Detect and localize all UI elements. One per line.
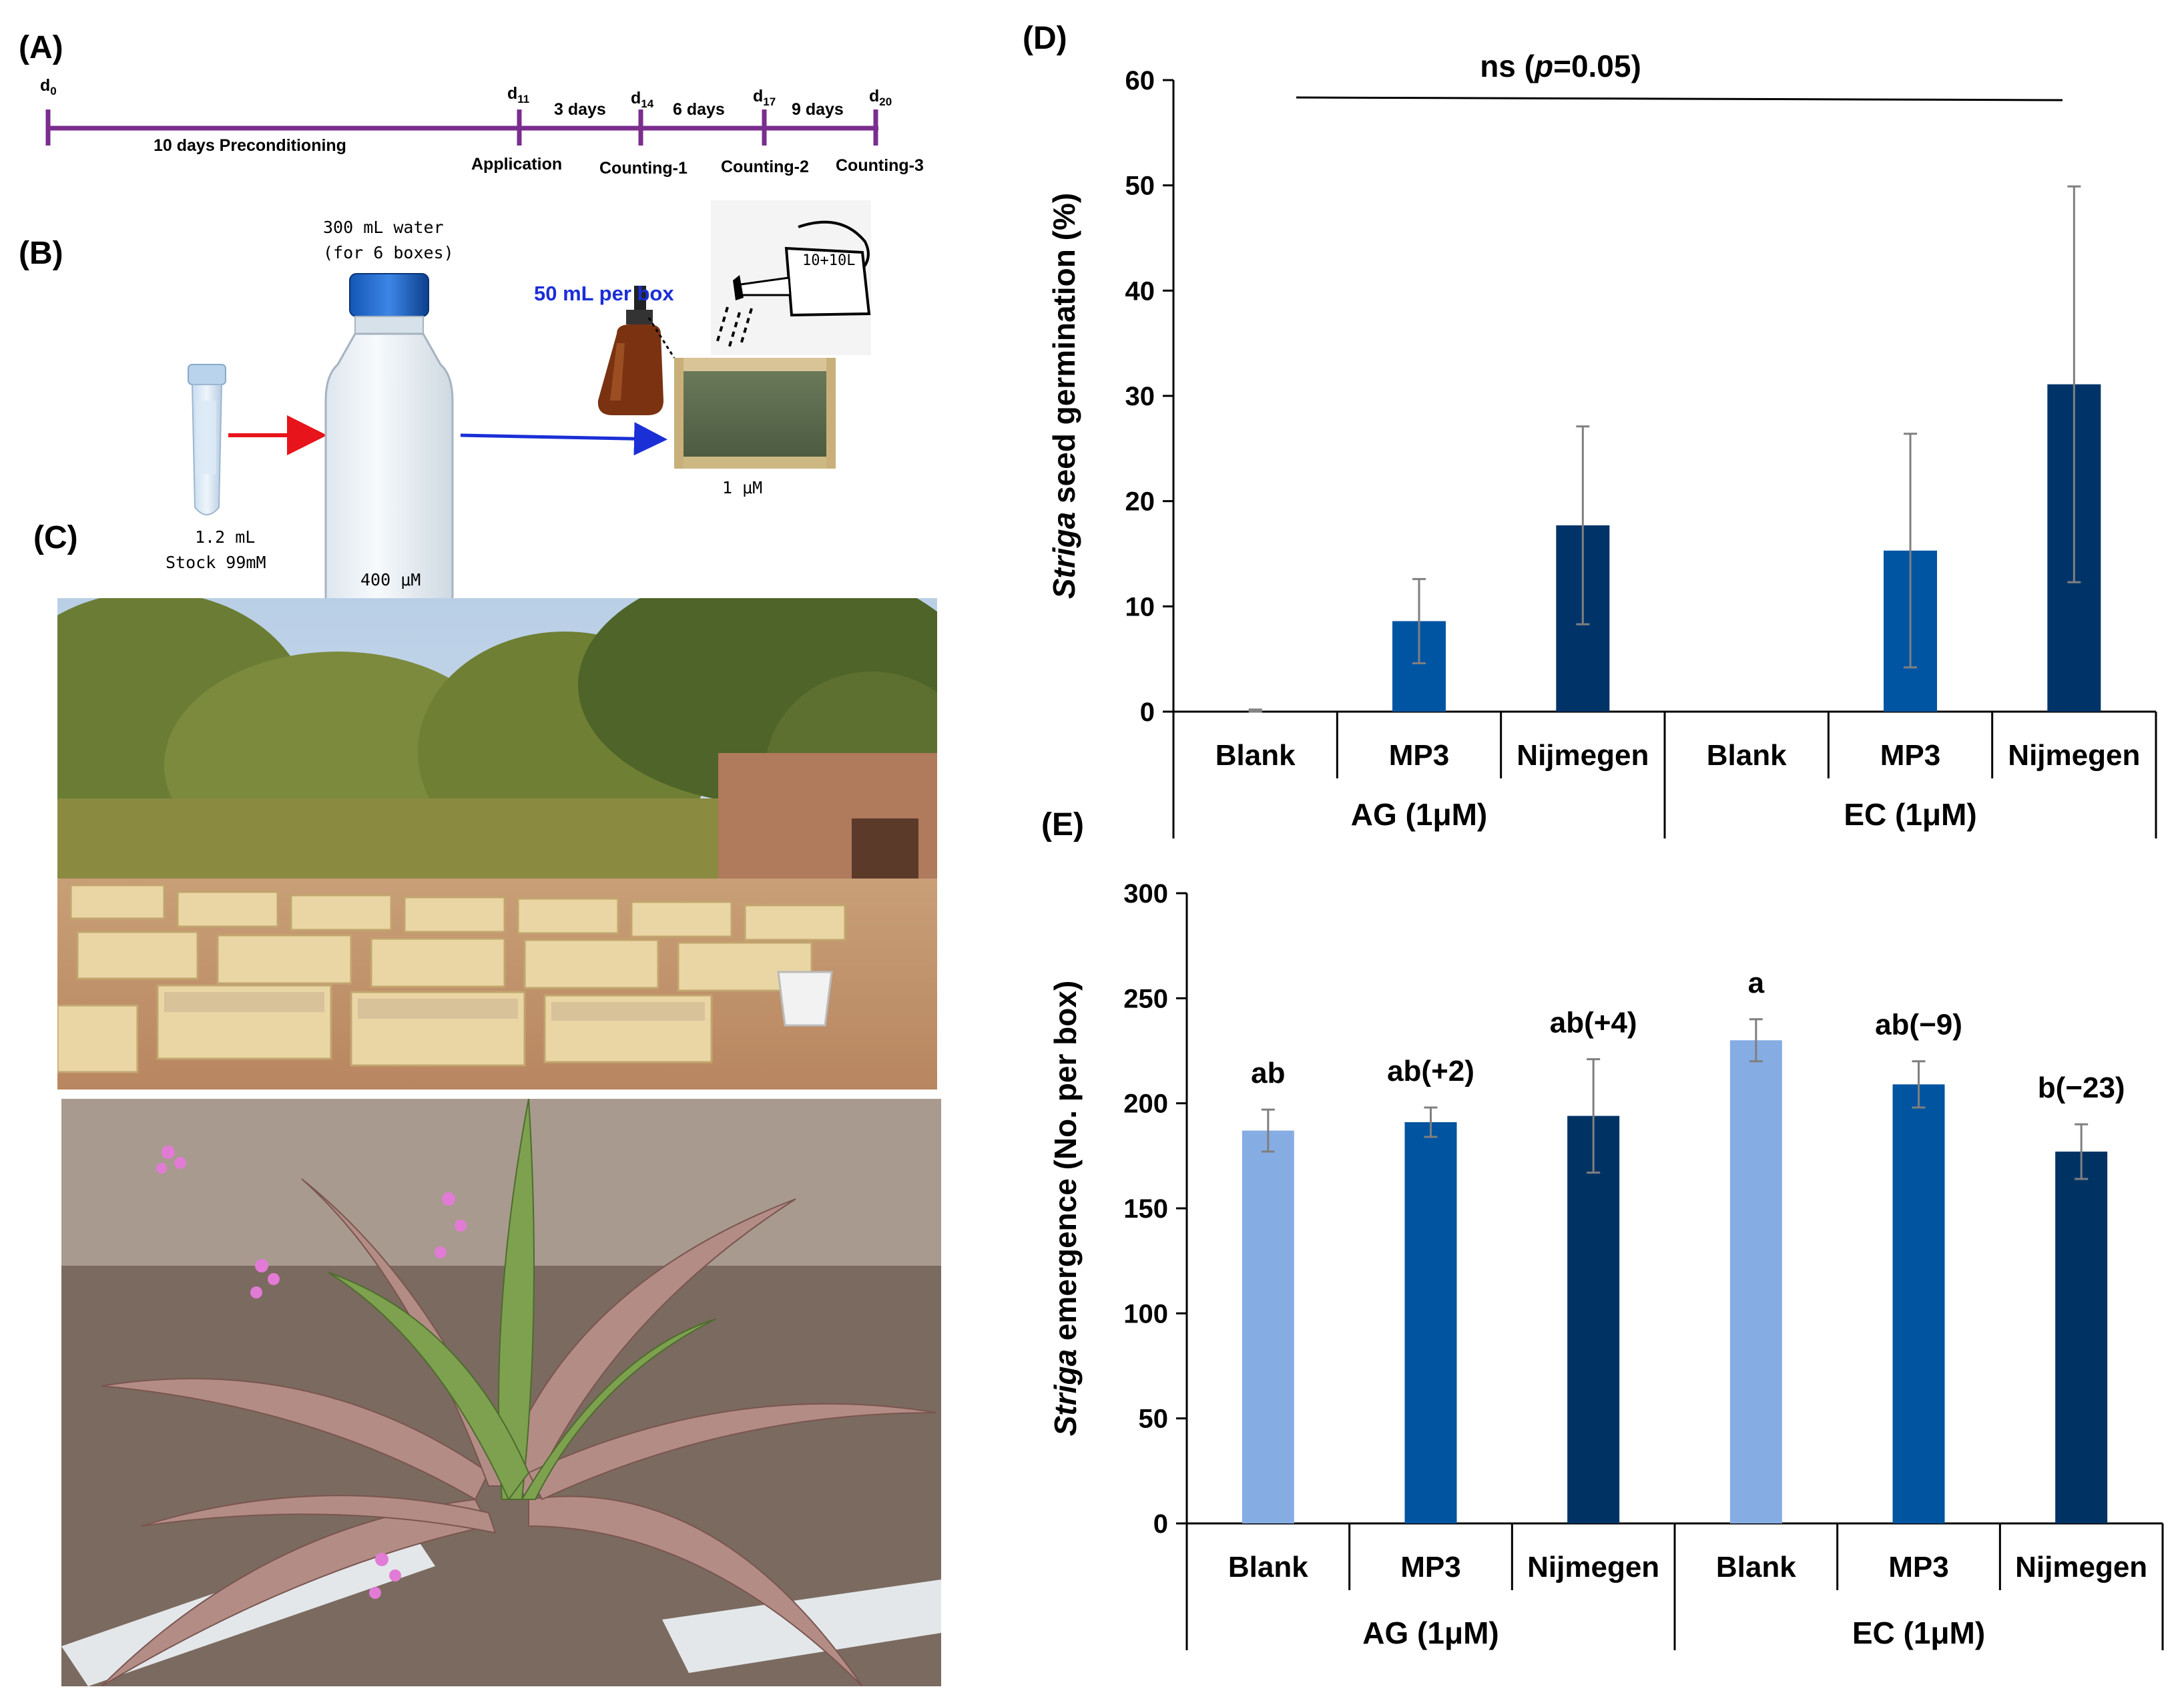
significance-label: a	[1748, 967, 1765, 999]
significance-label: b(−23)	[2038, 1071, 2125, 1104]
panel-label-d: (D)	[1023, 21, 1067, 56]
day-marker-17: d17	[753, 87, 776, 108]
event-counting-2: Counting-2	[721, 158, 809, 176]
x-tick-label: Nijmegen	[1517, 739, 1649, 772]
interval-9-days: 9 days	[792, 100, 844, 119]
group-label: EC (1μM)	[1844, 797, 1976, 832]
schematic-panel: 300 mL water (for 6 boxes) 50 mL per box…	[0, 200, 1001, 601]
spray-bottle-icon	[597, 286, 663, 415]
schematic-graphics	[188, 200, 871, 601]
panel-label-c: (C)	[33, 520, 78, 555]
significance-label: ab(−9)	[1875, 1009, 1962, 1041]
interval-6-days: 6 days	[673, 100, 725, 119]
spray-volume-label: 50 mL per box	[534, 282, 674, 305]
y-tick-label: 300	[1123, 879, 1168, 909]
y-tick-label: 250	[1123, 984, 1168, 1013]
x-tick-label: Blank	[1707, 739, 1787, 772]
panel-label-e: (E)	[1041, 807, 1084, 842]
y-tick-label: 0	[1153, 1509, 1168, 1539]
box-concentration-label: 1 μM	[722, 478, 763, 497]
event-counting-1: Counting-1	[599, 159, 688, 178]
bar	[1404, 1122, 1457, 1523]
x-tick-label: MP3	[1389, 739, 1449, 772]
y-axis-label: Striga seed germination (%)	[1047, 193, 1081, 599]
group-label: AG (1μM)	[1351, 797, 1487, 832]
x-tick-label: MP3	[1888, 1551, 1948, 1584]
x-tick-label: Blank	[1228, 1551, 1308, 1584]
x-tick-label: Blank	[1716, 1551, 1796, 1584]
y-tick-label: 30	[1125, 382, 1155, 411]
bar	[2055, 1152, 2108, 1523]
panel-label-a: (A)	[19, 30, 63, 65]
group-label: AG (1μM)	[1362, 1616, 1498, 1650]
group-label: EC (1μM)	[1852, 1616, 1985, 1650]
x-tick-label: MP3	[1400, 1551, 1460, 1584]
emergence-chart: 0 50 100 150 200 250 300 Blank ab MP3 ab(+2) Nijmeg…	[1048, 879, 2164, 1650]
day-marker-0: d0	[40, 76, 57, 97]
y-tick-label: 60	[1125, 66, 1155, 95]
y-axis-label: Striga emergence (No. per box)	[1048, 981, 1083, 1437]
blue-arrow-icon	[460, 422, 667, 456]
bottle-icon	[324, 273, 454, 601]
significance-label: ab(+2)	[1387, 1055, 1474, 1087]
timeline-panel: d0 d11 d14 d17 d20 10 days Preconditioni…	[0, 0, 1001, 200]
y-tick-label: 100	[1123, 1299, 1168, 1328]
field-boxes-photo	[57, 598, 937, 1089]
bar	[1242, 1130, 1294, 1523]
field-boxes-illustration	[57, 598, 937, 1089]
bar	[1567, 1116, 1620, 1523]
y-tick-label: 0	[1140, 698, 1155, 727]
striga-plant-photo	[61, 1099, 941, 1686]
x-tick-label: Nijmegen	[1527, 1551, 1659, 1584]
interval-preconditioning: 10 days Preconditioning	[154, 136, 346, 155]
event-application: Application	[471, 155, 563, 174]
panel-label-b: (B)	[19, 236, 63, 271]
soil-box-icon	[674, 358, 836, 469]
y-tick-label: 10	[1125, 592, 1155, 622]
bottle-concentration-label: 400 μM	[360, 570, 421, 589]
y-tick-label: 40	[1125, 276, 1155, 306]
interval-3-days: 3 days	[554, 100, 606, 119]
bar	[1892, 1084, 1945, 1523]
germination-chart: 0 10 20 30 40 50 60 Blank MP3 Nijmegen Blank MP3 Nij…	[1047, 49, 2157, 838]
water-volume-label: 300 mL water	[323, 218, 444, 237]
day-marker-20: d20	[869, 87, 892, 108]
striga-plant-illustration	[61, 1099, 941, 1686]
water-boxes-label: (for 6 boxes)	[323, 243, 454, 262]
stock-concentration-label: Stock 99mM	[166, 553, 266, 572]
y-tick-label: 200	[1123, 1089, 1168, 1119]
chart-title: ns (p=0.05)	[1480, 49, 1641, 83]
day-marker-14: d14	[631, 89, 654, 110]
y-tick-label: 150	[1123, 1194, 1168, 1224]
significance-label: ab(+4)	[1550, 1007, 1637, 1039]
significance-line	[1296, 96, 2063, 101]
stock-volume-label: 1.2 mL	[195, 527, 256, 547]
x-tick-label: Blank	[1215, 739, 1296, 772]
event-counting-3: Counting-3	[836, 156, 924, 175]
dotted-pointer	[647, 317, 675, 358]
bar	[1729, 1040, 1782, 1523]
y-tick-label: 50	[1139, 1405, 1169, 1434]
day-marker-11: d11	[507, 84, 530, 105]
watering-can-icon	[711, 200, 871, 355]
y-tick-label: 20	[1125, 487, 1155, 517]
x-tick-label: Nijmegen	[2015, 1551, 2147, 1584]
timeline-line	[45, 109, 878, 146]
stock-tube-icon	[188, 364, 226, 515]
watering-can-label: 10+10L	[802, 252, 856, 269]
y-tick-label: 50	[1125, 172, 1155, 201]
x-tick-label: Nijmegen	[2008, 739, 2140, 772]
significance-label: ab	[1251, 1057, 1285, 1089]
x-tick-label: MP3	[1880, 739, 1940, 772]
